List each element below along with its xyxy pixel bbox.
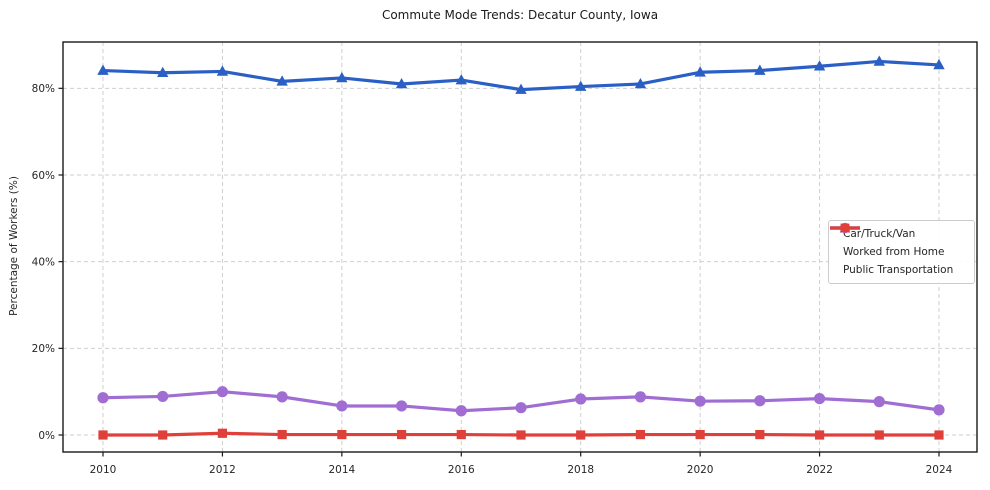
data-point-circle bbox=[694, 395, 706, 407]
data-point-circle bbox=[873, 396, 885, 408]
data-point-square bbox=[98, 430, 108, 440]
y-tick-label: 60% bbox=[32, 170, 55, 182]
x-tick-label: 2014 bbox=[328, 464, 355, 476]
data-point-circle bbox=[157, 390, 169, 403]
y-tick-label: 0% bbox=[38, 430, 55, 442]
data-point-square bbox=[576, 430, 586, 440]
data-point-square bbox=[695, 429, 705, 440]
legend-item: Worked from Home bbox=[830, 222, 968, 261]
data-point-triangle bbox=[933, 58, 945, 70]
x-tick-label: 2018 bbox=[567, 464, 594, 476]
x-tick-label: 2024 bbox=[926, 464, 953, 476]
data-point-circle bbox=[933, 404, 945, 416]
data-point-circle bbox=[395, 400, 408, 412]
x-tick-label: 2010 bbox=[90, 464, 117, 476]
data-point-square bbox=[635, 429, 646, 440]
data-point-square bbox=[337, 429, 347, 440]
legend-label: Worked from Home bbox=[843, 246, 945, 258]
data-point-triangle bbox=[634, 77, 647, 89]
data-point-triangle bbox=[395, 77, 408, 89]
data-point-square bbox=[158, 430, 168, 440]
legend: Car/Truck/Van Worked from Home Public Tran… bbox=[828, 220, 975, 284]
y-tick-label: 80% bbox=[32, 83, 55, 95]
data-point-circle bbox=[455, 405, 467, 417]
data-point-square bbox=[755, 429, 765, 440]
data-point-square bbox=[217, 428, 228, 438]
legend-sample-square-icon bbox=[830, 223, 860, 233]
data-point-triangle bbox=[455, 74, 467, 85]
data-point-triangle bbox=[515, 83, 527, 94]
data-point-circle bbox=[634, 391, 647, 403]
data-point-circle bbox=[276, 391, 288, 403]
data-point-circle bbox=[97, 392, 109, 404]
plot-border bbox=[62, 41, 978, 453]
data-point-square bbox=[814, 430, 825, 440]
data-point-circle bbox=[216, 386, 229, 398]
data-point-square bbox=[277, 429, 287, 440]
data-point-circle bbox=[813, 392, 826, 405]
data-point-square bbox=[516, 430, 526, 440]
x-tick-label: 2020 bbox=[687, 464, 714, 476]
y-tick-label: 20% bbox=[32, 343, 55, 355]
data-point-circle bbox=[336, 400, 348, 412]
data-point-triangle bbox=[157, 66, 169, 78]
data-point-triangle bbox=[276, 75, 288, 86]
data-point-triangle bbox=[754, 64, 766, 75]
legend-label: Public Transportation bbox=[843, 264, 954, 276]
data-point-triangle bbox=[873, 55, 885, 66]
data-point-circle bbox=[515, 402, 527, 414]
data-point-circle bbox=[754, 395, 766, 407]
data-point-triangle bbox=[575, 80, 587, 91]
data-point-square bbox=[396, 429, 407, 440]
legend-label: Car/Truck/Van bbox=[843, 228, 916, 240]
data-point-circle bbox=[575, 393, 587, 405]
data-point-triangle bbox=[694, 66, 706, 77]
data-point-triangle bbox=[216, 65, 229, 76]
y-tick-label: 40% bbox=[32, 256, 55, 268]
x-tick-label: 2016 bbox=[448, 464, 475, 476]
data-point-triangle bbox=[813, 60, 826, 71]
x-tick-label: 2012 bbox=[209, 464, 236, 476]
legend-item: Public Transportation bbox=[830, 223, 968, 279]
chart-title: Commute Mode Trends: Decatur County, Iow… bbox=[381, 8, 659, 22]
data-point-square bbox=[934, 430, 944, 440]
data-point-triangle bbox=[336, 71, 348, 83]
data-point-square bbox=[456, 429, 466, 440]
x-tick-label: 2022 bbox=[806, 464, 833, 476]
data-point-triangle bbox=[97, 64, 109, 75]
data-point-square bbox=[874, 430, 884, 440]
